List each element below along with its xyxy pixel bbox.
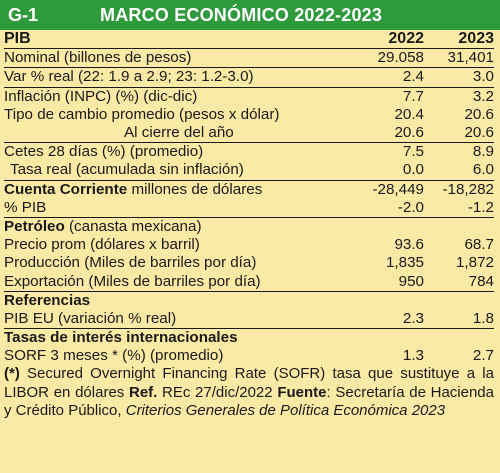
column-year-2023: 2023 (458, 30, 494, 48)
row-label: Tasa real (acumulada sin inflación) (10, 161, 244, 179)
value-2022: 20.6 (394, 124, 424, 142)
table-row-inflacion: Inflación (INPC) (%) (dic-dic) 7.7 3.2 (4, 86, 494, 106)
row-label: Inflación (INPC) (%) (dic-dic) (4, 87, 198, 105)
row-label: % PIB (4, 198, 47, 216)
footnote: (*) Secured Overnight Financing Rate (SO… (0, 365, 500, 421)
table-header-row: PIB 2022 2023 (4, 30, 494, 48)
header-bar: G-1 MARCO ECONÓMICO 2022-2023 (0, 0, 500, 30)
section-title: Tasas de interés internacionales (4, 329, 238, 347)
row-label-rest: (canasta mexicana) (64, 217, 202, 235)
value-2023: 6.0 (472, 161, 494, 179)
economic-table: PIB 2022 2023 Nominal (billones de pesos… (0, 30, 500, 365)
table-row-cetes: Cetes 28 días (%) (promedio) 7.5 8.9 (4, 142, 494, 161)
value-2023: 3.0 (472, 68, 494, 86)
table-row-referencias: Referencias (4, 290, 494, 310)
ref-text: REc 27/dic/2022 (157, 383, 278, 401)
source-text: : Secretaría de Hacienda y Crédito Públi… (4, 383, 494, 420)
table-row-cierre-anio: Al cierre del año 20.6 20.6 (4, 124, 494, 142)
value-2023: 784 (468, 272, 494, 290)
table-row-cuenta-corriente: Cuenta Corriente millones de dólares -28… (4, 179, 494, 199)
value-2022: -28,449 (372, 180, 424, 198)
value-2022: 0.0 (402, 161, 424, 179)
source-label: Fuente (277, 383, 327, 401)
value-2023: -1.2 (467, 198, 494, 216)
value-2023: 3.2 (472, 87, 494, 105)
section-title: Cuenta Corriente (4, 180, 128, 198)
value-2023: 1.8 (472, 309, 494, 327)
value-2022: 7.7 (402, 87, 424, 105)
row-label: Var % real (22: 1.9 a 2.9; 23: 1.2-3.0) (4, 68, 254, 86)
ref-label: Ref. (128, 383, 158, 401)
row-label: SORF 3 meses * (%) (promedio) (4, 347, 224, 365)
value-2023: 31,401 (447, 49, 494, 67)
row-label: Tipo de cambio promedio (pesos x dólar) (4, 105, 280, 123)
row-label: Exportación (Miles de barriles por día) (4, 272, 261, 290)
table-row-tasa-real: Tasa real (acumulada sin inflación) 0.0 … (4, 161, 494, 179)
row-label: Producción (Miles de barriles por día) (4, 254, 257, 272)
value-2022: 29.058 (377, 49, 424, 67)
table-row-tasas-internacionales: Tasas de interés internacionales (4, 328, 494, 347)
value-2022: 7.5 (402, 143, 424, 161)
value-2022: 1.3 (402, 347, 424, 365)
value-2022: -2.0 (397, 198, 424, 216)
value-2023: 1,872 (455, 254, 494, 272)
row-label: Cuenta Corriente millones de dólares (4, 181, 334, 199)
page-title: MARCO ECONÓMICO 2022-2023 (100, 5, 383, 25)
table-row-nominal: Nominal (billones de pesos) 29.058 31,40… (4, 48, 494, 67)
value-2022: 950 (398, 272, 424, 290)
row-label: Al cierre del año (124, 124, 234, 142)
value-2022: 93.6 (394, 236, 424, 254)
footnote-text: Secured Overnight Financing Rate (SOFR) … (4, 365, 494, 401)
value-2022: 20.4 (394, 105, 424, 123)
column-year-2022: 2022 (388, 30, 424, 48)
row-label: Cetes 28 días (%) (promedio) (4, 143, 204, 161)
row-label: PIB EU (variación % real) (4, 309, 177, 327)
table-row-sorf: SORF 3 meses * (%) (promedio) 1.3 2.7 (4, 347, 494, 365)
table-row-petroleo: Petróleo (canasta mexicana) (4, 216, 494, 236)
value-2023: 68.7 (464, 236, 494, 254)
row-label: Precio prom (dólares x barril) (4, 236, 200, 254)
section-title: Referencias (4, 291, 91, 309)
footnote-marker: (*) (4, 365, 20, 383)
value-2023: 8.9 (472, 143, 494, 161)
column-label-pib: PIB (4, 30, 31, 48)
row-label-rest: millones de dólares (127, 180, 263, 198)
value-2023: 20.6 (464, 124, 494, 142)
section-title: Petróleo (4, 217, 65, 235)
row-label: Petróleo (canasta mexicana) (4, 218, 494, 236)
value-2022: 2.4 (402, 68, 424, 86)
table-row-pct-pib: % PIB -2.0 -1.2 (4, 199, 494, 217)
value-2023: 2.7 (472, 347, 494, 365)
table-row-exportacion: Exportación (Miles de barriles por día) … (4, 272, 494, 290)
value-2023: 20.6 (464, 105, 494, 123)
figure-code: G-1 (8, 5, 39, 25)
table-row-var-real: Var % real (22: 1.9 a 2.9; 23: 1.2-3.0) … (4, 67, 494, 86)
value-2023: -18,282 (442, 180, 494, 198)
row-label: Nominal (billones de pesos) (4, 49, 192, 67)
value-2022: 2.3 (402, 309, 424, 327)
table-row-produccion: Producción (Miles de barriles por día) 1… (4, 254, 494, 272)
table-row-precio-prom: Precio prom (dólares x barril) 93.6 68.7 (4, 236, 494, 254)
value-2022: 1,835 (385, 254, 424, 272)
table-row-tipo-cambio: Tipo de cambio promedio (pesos x dólar) … (4, 106, 494, 124)
table-row-pib-eu: PIB EU (variación % real) 2.3 1.8 (4, 310, 494, 328)
source-title: Criterios Generales de Política Económic… (125, 402, 446, 420)
